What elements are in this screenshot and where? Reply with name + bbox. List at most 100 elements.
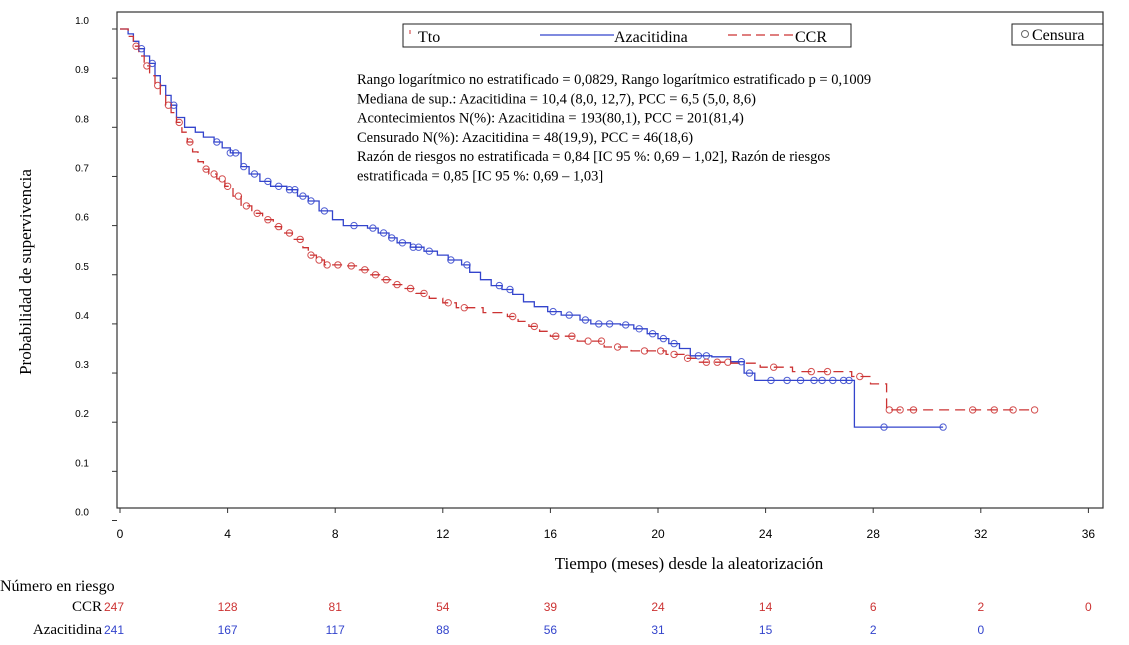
censor-mark-ccr: [361, 266, 369, 274]
risk-value: 6: [870, 600, 877, 614]
censor-mark-ccr: [724, 358, 732, 366]
risk-value: 0: [977, 623, 984, 637]
censor-mark-ccr: [613, 343, 622, 351]
censor-mark-azacitidina: [170, 101, 178, 109]
censor-mark-ccr: [896, 406, 904, 414]
plot-frame: [116, 11, 1104, 509]
risk-value: 128: [218, 600, 238, 614]
censor-mark-ccr: [1009, 406, 1017, 414]
censor-mark-azacitidina: [232, 149, 240, 157]
censor-mark-ccr: [640, 347, 649, 355]
censor-mark-ccr: [223, 182, 232, 191]
censor-mark-ccr: [530, 322, 538, 331]
censor-mark-ccr: [702, 358, 711, 366]
censor-mark-ccr: [210, 170, 218, 178]
censor-mark-ccr: [584, 337, 592, 345]
y-tick-label: 0.1: [75, 458, 89, 469]
censor-mark-azacitidina: [495, 281, 503, 290]
censor-mark-azacitidina: [398, 239, 407, 247]
x-tick-label: 28: [867, 527, 881, 541]
censor-mark-ccr: [509, 312, 517, 321]
censor-mark-ccr: [186, 138, 194, 146]
censor-mark-ccr: [552, 332, 560, 340]
censor-mark-ccr: [175, 118, 183, 127]
risk-value: 24: [651, 600, 665, 614]
y-tick-label: 0.0: [75, 508, 89, 519]
risk-value: 2: [870, 623, 877, 637]
censor-mark-azacitidina: [463, 261, 471, 269]
censor-mark-azacitidina: [320, 207, 329, 215]
risk-row-label: Azacitidina: [33, 622, 102, 638]
censor-mark-azacitidina: [595, 320, 603, 328]
censor-legend-label: Censura: [1032, 27, 1084, 44]
x-tick-label: 20: [651, 527, 665, 541]
censor-mark-azacitidina: [447, 256, 455, 264]
censor-mark-azacitidina: [285, 186, 294, 194]
stats-line: Rango logarítmico no estratificado = 0,0…: [357, 72, 871, 88]
legend-title: Tto: [418, 29, 440, 46]
censor-mark-azacitidina: [409, 243, 417, 251]
risk-value: 117: [326, 623, 345, 637]
censor-mark-azacitidina: [350, 221, 358, 230]
censor-mark-azacitidina: [425, 247, 433, 255]
censor-mark-ccr: [807, 367, 815, 376]
censor-mark-azacitidina: [796, 376, 805, 385]
x-axis-label: Tiempo (meses) desde la aleatorización: [555, 554, 824, 573]
censor-mark-azacitidina: [829, 376, 837, 385]
stats-line: Razón de riesgos no estratificada = 0,84…: [357, 149, 831, 165]
risk-value: 2: [977, 600, 984, 614]
y-tick-label: 0.2: [75, 409, 89, 420]
stats-annotation: Rango logarítmico no estratificado = 0,0…: [357, 72, 871, 185]
y-tick-label: 0.6: [75, 213, 89, 224]
censor-mark-ccr: [713, 358, 721, 366]
censor-mark-ccr: [657, 347, 665, 355]
legend: Tto Azacitidina CCR Censura: [402, 23, 1104, 48]
axes: 0 4 8 12 16 20 24 28 32 36 0.0 0.1 0.2 0.3 0.4 0.5 0.6 0.…: [75, 11, 1104, 541]
risk-value: 81: [329, 600, 343, 614]
risk-value: 56: [544, 623, 558, 637]
censor-mark-azacitidina: [635, 325, 643, 333]
risk-value: 31: [651, 623, 665, 637]
censor-mark-ccr: [202, 165, 210, 173]
survival-curves: [120, 28, 1035, 428]
censor-legend-box: [1011, 23, 1104, 46]
censor-mark-ccr: [969, 406, 977, 414]
censor-mark-ccr: [132, 42, 140, 50]
censor-mark-ccr: [307, 251, 315, 259]
risk-value: 241: [104, 623, 124, 637]
censor-mark-azacitidina: [240, 162, 248, 171]
censor-mark-ccr: [323, 261, 331, 269]
censor-mark-azacitidina: [839, 376, 848, 385]
censor-mark-azacitidina: [810, 376, 818, 385]
censor-mark-azacitidina: [549, 307, 557, 316]
censor-mark-azacitidina: [605, 320, 614, 328]
censor-mark-ccr: [218, 175, 226, 183]
censor-markers: [132, 42, 1039, 431]
censor-mark-azacitidina: [307, 197, 315, 205]
censor-mark-azacitidina: [845, 376, 853, 385]
censor-mark-azacitidina: [659, 334, 668, 343]
censor-mark-azacitidina: [581, 316, 590, 324]
censor-mark-ccr: [154, 81, 162, 90]
risk-value: 247: [104, 600, 124, 614]
censor-mark-ccr: [460, 304, 468, 312]
censor-mark-ccr: [285, 229, 294, 237]
censor-mark-azacitidina: [694, 352, 703, 360]
stats-line: Censurado N(%): Azacitidina = 48(19,9), …: [357, 130, 693, 146]
risk-value: 14: [759, 600, 773, 614]
censor-mark-azacitidina: [783, 376, 791, 385]
censor-legend-marker: [1021, 30, 1029, 38]
censor-mark-ccr: [382, 276, 390, 284]
censor-mark-azacitidina: [648, 330, 657, 338]
censor-mark-ccr: [371, 271, 380, 279]
censor-mark-azacitidina: [275, 182, 283, 191]
stats-line: Acontecimientos N(%): Azacitidina = 193(…: [357, 111, 744, 127]
censor-mark-azacitidina: [291, 186, 299, 194]
y-tick-label: 0.8: [75, 114, 89, 125]
censor-mark-ccr: [164, 101, 173, 109]
censor-mark-azacitidina: [388, 234, 396, 242]
x-tick-label: 36: [1082, 527, 1096, 541]
censor-mark-azacitidina: [745, 369, 754, 377]
censor-mark-ccr: [234, 192, 243, 200]
